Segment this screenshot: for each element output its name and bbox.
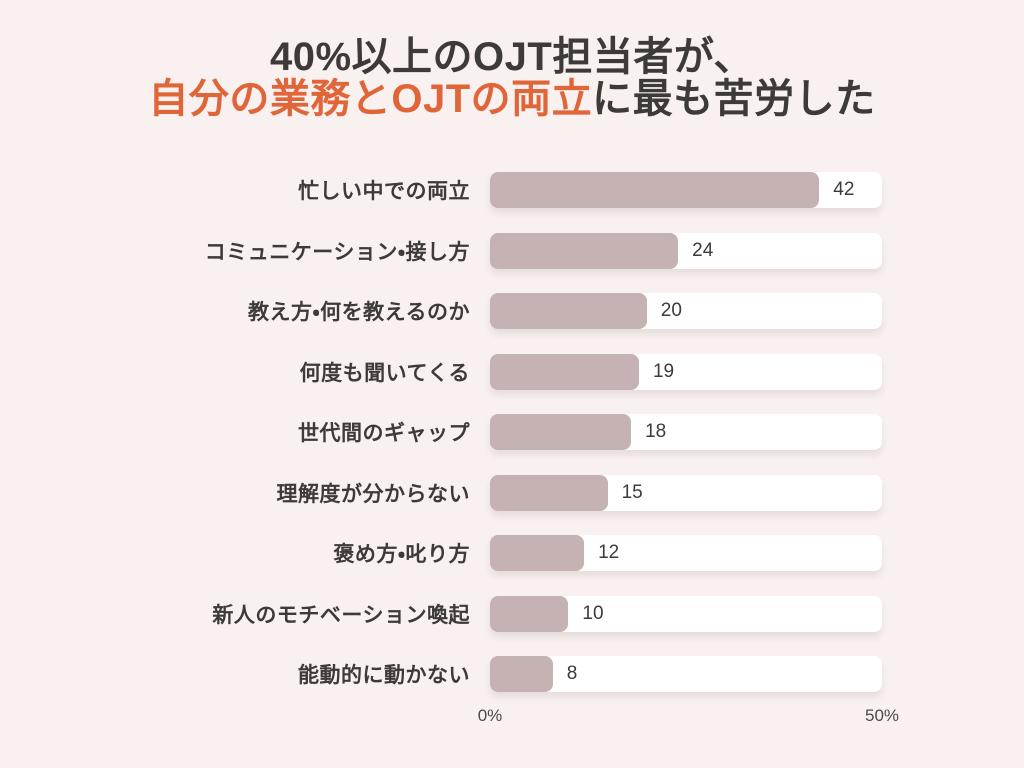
chart-row: 忙しい中での両立 42 — [0, 172, 1024, 208]
chart-title-line2: 自分の業務とOJTの両立に最も苦労した — [0, 78, 1024, 120]
bar-track: 10 — [490, 595, 882, 632]
bar-track: 15 — [490, 474, 882, 511]
chart-title-line2-rest: に最も苦労した — [592, 77, 876, 121]
bar-fill — [490, 293, 647, 329]
category-label: 何度も聞いてくる — [299, 361, 470, 385]
category-label: 忙しい中での両立 — [298, 180, 470, 203]
x-axis-tick-50: 50% — [864, 706, 900, 725]
bar-value-label: 20 — [660, 300, 682, 321]
bar-fill — [490, 172, 820, 208]
bar-value-label: 12 — [598, 542, 620, 563]
chart-row: 新人のモチベーション喚起 10 — [0, 595, 1024, 632]
bar-value-label: 18 — [645, 421, 667, 442]
bar-value-label: 19 — [652, 360, 675, 382]
category-label: 能動的に動かない — [298, 664, 470, 687]
bar-track: 8 — [490, 656, 882, 692]
chart-title-highlight: 自分の業務とOJTの両立 — [148, 77, 593, 121]
chart-row: 褒め方・叱り方 12 — [0, 535, 1024, 571]
chart-title-line1: 40%以上のOJT担当者が、 — [0, 36, 1024, 78]
bar-track: 18 — [490, 414, 882, 450]
chart-row: コミュニケーション・接し方 24 — [0, 232, 1024, 269]
bar-track: 19 — [490, 353, 882, 390]
bar-chart: 忙しい中での両立 42 コミュニケーション・接し方 24 教え方・何を教えるのか… — [0, 172, 1024, 692]
bar-track: 42 — [490, 172, 882, 208]
x-axis-tick-0: 0% — [477, 706, 503, 725]
chart-row: 何度も聞いてくる 19 — [0, 353, 1024, 390]
bar-fill — [490, 474, 608, 511]
bar-value-label: 10 — [582, 602, 604, 624]
chart-row: 教え方・何を教えるのか 20 — [0, 293, 1024, 329]
category-label: 教え方・何を教えるのか — [247, 301, 470, 324]
bar-fill — [490, 535, 585, 571]
bar-value-label: 8 — [566, 663, 578, 684]
bar-fill — [490, 353, 639, 390]
bar-value-label: 42 — [833, 179, 855, 200]
bar-fill — [490, 656, 553, 692]
bar-fill — [490, 595, 569, 632]
category-label: 理解度が分からない — [276, 482, 470, 506]
chart-row: 理解度が分からない 15 — [0, 474, 1024, 511]
bar-fill — [490, 414, 632, 450]
bar-track: 12 — [490, 535, 882, 571]
category-label: 褒め方・叱り方 — [333, 543, 470, 566]
category-label: コミュニケーション・接し方 — [204, 240, 470, 264]
bar-value-label: 24 — [692, 239, 714, 261]
chart-title: 40%以上のOJT担当者が、 自分の業務とOJTの両立に最も苦労した — [0, 36, 1024, 120]
category-label: 新人のモチベーション喚起 — [212, 603, 470, 627]
x-axis: 0% 50% — [478, 706, 899, 728]
chart-title-line1-text: 40%以上のOJT担当者が、 — [269, 35, 755, 79]
chart-row: 世代間のギャップ 18 — [0, 414, 1024, 450]
bar-value-label: 15 — [621, 481, 643, 503]
category-label: 世代間のギャップ — [298, 422, 470, 445]
bar-fill — [490, 232, 679, 269]
bar-track: 24 — [490, 232, 882, 269]
bar-track: 20 — [490, 293, 882, 329]
chart-row: 能動的に動かない 8 — [0, 656, 1024, 692]
